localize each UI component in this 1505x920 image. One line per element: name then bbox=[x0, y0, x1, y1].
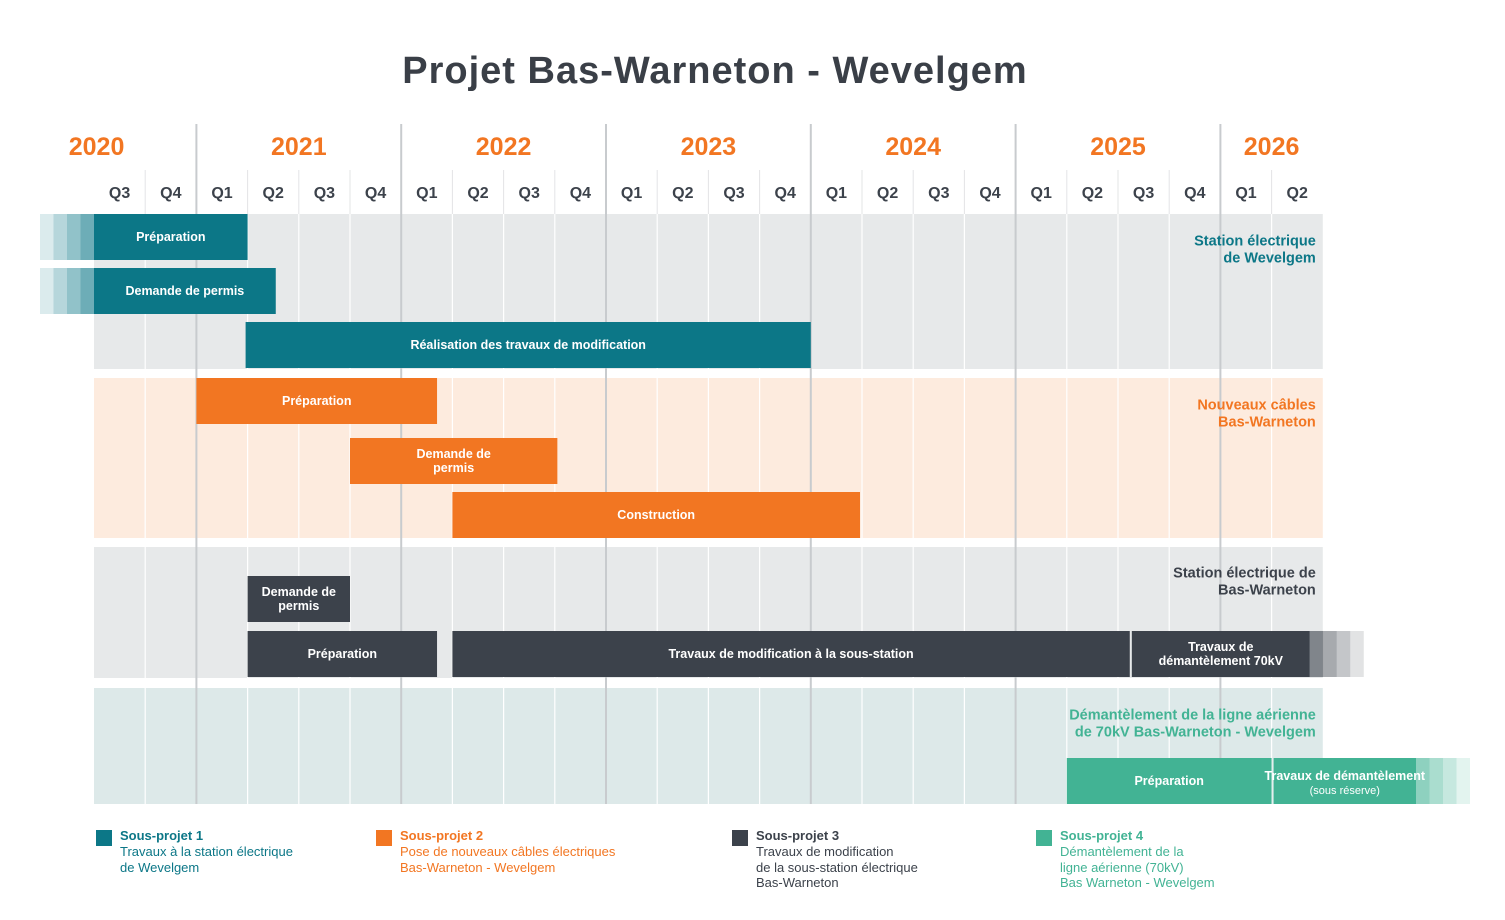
legend-title-sp3: Sous-projet 3 bbox=[756, 828, 840, 843]
group-label-2: Nouveaux câbles Bas-Warneton bbox=[1197, 398, 1315, 431]
quarter-label: Q3 bbox=[519, 185, 540, 202]
quarter-label: Q2 bbox=[672, 185, 693, 202]
quarter-label: Q4 bbox=[1184, 185, 1205, 202]
quarter-label: Q4 bbox=[365, 185, 386, 202]
task-1-2-fade bbox=[40, 268, 54, 314]
quarter-label: Q4 bbox=[775, 185, 796, 202]
task-4-2-bar bbox=[1273, 758, 1416, 804]
chart-title: Projet Bas-Warneton - Wevelgem bbox=[402, 50, 1028, 92]
quarter-label: Q3 bbox=[109, 185, 130, 202]
legend-desc-sp3: Travaux de modification de la sous-stati… bbox=[756, 844, 918, 890]
task-1-3-label: Réalisation des travaux de modification bbox=[410, 338, 645, 352]
task-4-2-fade bbox=[1416, 758, 1430, 804]
quarter-label: Q2 bbox=[1082, 185, 1103, 202]
task-1-1-fade bbox=[53, 214, 67, 260]
quarter-label: Q2 bbox=[1287, 185, 1308, 202]
quarter-label: Q1 bbox=[621, 185, 642, 202]
quarter-label: Q1 bbox=[1235, 185, 1256, 202]
task-2-3-label: Construction bbox=[617, 508, 695, 522]
legend-desc-sp2: Pose de nouveaux câbles électriques Bas-… bbox=[400, 844, 616, 875]
legend-swatch-sp2 bbox=[376, 830, 392, 846]
group-label-3: Station électrique de Bas-Warneton bbox=[1173, 566, 1316, 599]
year-label-2025: 2025 bbox=[1090, 133, 1146, 161]
year-label-2026: 2026 bbox=[1244, 133, 1300, 161]
quarter-label: Q3 bbox=[928, 185, 949, 202]
task-1-2-label: Demande de permis bbox=[125, 284, 244, 298]
task-4-2-fade bbox=[1429, 758, 1443, 804]
task-2-1-label: Préparation bbox=[282, 394, 351, 408]
task-3-3-label: Travaux de modification à la sous-statio… bbox=[668, 647, 913, 661]
year-label-2023: 2023 bbox=[681, 133, 737, 161]
task-3-4-label: Travaux de démantèlement 70kV bbox=[1159, 640, 1284, 668]
task-1-1-label: Préparation bbox=[136, 230, 205, 244]
task-3-4-fade bbox=[1350, 631, 1364, 677]
quarter-label: Q4 bbox=[160, 185, 181, 202]
quarter-label: Q4 bbox=[570, 185, 591, 202]
year-label-2024: 2024 bbox=[885, 133, 941, 161]
task-2-3-bar bbox=[452, 492, 860, 538]
task-4-2-fade bbox=[1456, 758, 1470, 804]
task-2-1-bar bbox=[196, 378, 438, 424]
task-1-1-fade bbox=[80, 214, 94, 260]
task-3-1-label: Demande de permis bbox=[262, 585, 336, 613]
quarter-label: Q1 bbox=[211, 185, 232, 202]
legend-swatch-sp3 bbox=[732, 830, 748, 846]
legend-title-sp4: Sous-projet 4 bbox=[1060, 828, 1144, 843]
task-4-2-fade bbox=[1443, 758, 1457, 804]
gantt-chart: 2020 2021 2022 2023 2024 2025 2026 Q3 Q4 Q1 Q2 Q3 Q4… bbox=[40, 124, 1470, 804]
group-label-4: Démantèlement de la ligne aérienne de 70k… bbox=[1069, 708, 1316, 741]
task-1-2-fade bbox=[80, 268, 94, 314]
legend-swatch-sp4 bbox=[1036, 830, 1052, 846]
quarter-label: Q2 bbox=[877, 185, 898, 202]
quarter-label: Q3 bbox=[1133, 185, 1154, 202]
task-4-2-label: Travaux de démantèlement bbox=[1265, 769, 1426, 783]
task-1-3-bar bbox=[245, 322, 811, 368]
task-1-2-bar bbox=[94, 268, 276, 314]
quarter-label: Q4 bbox=[979, 185, 1000, 202]
task-1-1-fade bbox=[67, 214, 81, 260]
task-3-4-fade bbox=[1323, 631, 1337, 677]
task-3-4-fade bbox=[1336, 631, 1351, 677]
task-1-2-fade bbox=[53, 268, 67, 314]
task-3-4-fade bbox=[1309, 631, 1324, 677]
quarter-label: Q3 bbox=[723, 185, 744, 202]
task-2-2-bar bbox=[350, 438, 558, 484]
task-3-4-bar bbox=[1131, 631, 1310, 677]
quarter-label: Q1 bbox=[826, 185, 847, 202]
quarter-label: Q1 bbox=[1031, 185, 1052, 202]
task-3-1-bar bbox=[247, 576, 350, 622]
task-2-2-label: Demande de permis bbox=[417, 447, 491, 475]
task-3-2-label: Préparation bbox=[308, 647, 377, 661]
task-4-2-note: (sous réserve) bbox=[1310, 785, 1380, 797]
year-label-2021: 2021 bbox=[271, 133, 327, 161]
quarter-label: Q2 bbox=[467, 185, 488, 202]
quarter-label: Q2 bbox=[263, 185, 284, 202]
quarter-label: Q1 bbox=[416, 185, 437, 202]
legend-desc-sp1: Travaux à la station électrique de Wevel… bbox=[120, 844, 293, 875]
year-label-2020: 2020 bbox=[69, 133, 125, 161]
task-4-1-label: Préparation bbox=[1134, 774, 1203, 788]
task-1-1-fade bbox=[40, 214, 54, 260]
legend-desc-sp4: Démantèlement de la ligne aérienne (70kV… bbox=[1060, 844, 1215, 890]
task-1-1-bar bbox=[94, 214, 248, 260]
task-1-2-fade bbox=[67, 268, 81, 314]
task-4-1-bar bbox=[1066, 758, 1272, 804]
quarter-label: Q3 bbox=[314, 185, 335, 202]
legend-title-sp1: Sous-projet 1 bbox=[120, 828, 204, 843]
group-label-1: Station électrique de Wevelgem bbox=[1194, 234, 1316, 267]
task-3-2-bar bbox=[247, 631, 438, 677]
year-label-2022: 2022 bbox=[476, 133, 532, 161]
task-3-3-bar bbox=[452, 631, 1130, 677]
legend-swatch-sp1 bbox=[96, 830, 112, 846]
legend-title-sp2: Sous-projet 2 bbox=[400, 828, 484, 843]
